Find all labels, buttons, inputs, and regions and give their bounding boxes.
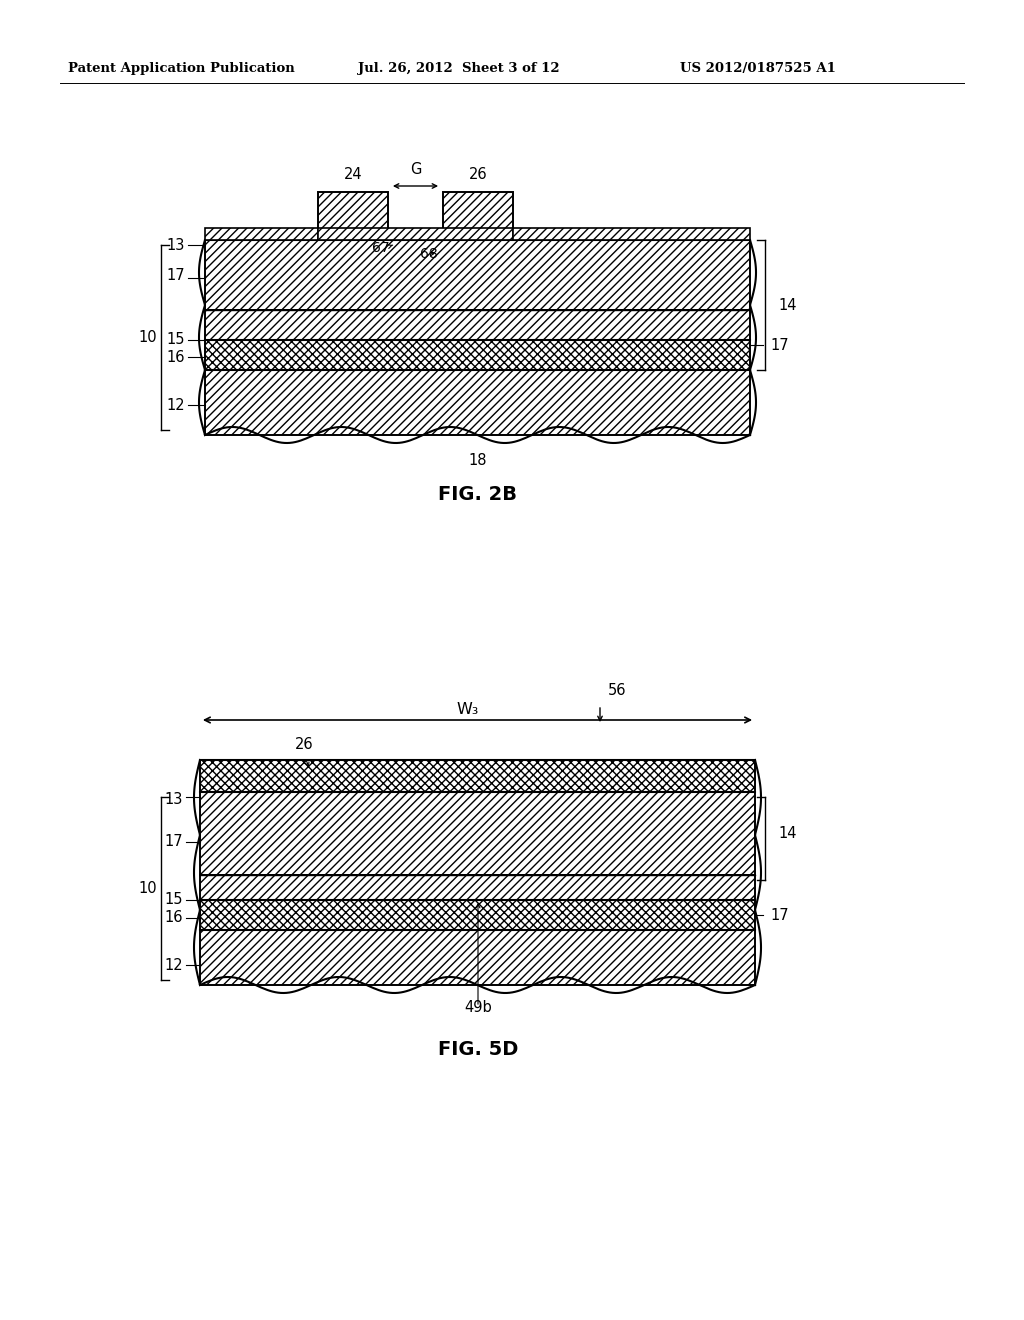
Text: FIG. 2B: FIG. 2B	[438, 484, 517, 504]
Bar	[200, 900, 755, 931]
Bar	[200, 792, 755, 875]
Bar	[205, 341, 750, 370]
Text: 26: 26	[469, 168, 487, 182]
Text: 12: 12	[165, 957, 183, 973]
Bar	[200, 931, 755, 985]
Text: 17: 17	[165, 834, 183, 850]
Bar	[205, 240, 750, 310]
Text: 14: 14	[778, 826, 797, 841]
Text: 26: 26	[295, 737, 313, 752]
Text: 17: 17	[770, 908, 788, 923]
Text: 12: 12	[166, 397, 185, 412]
Bar	[200, 760, 755, 792]
Text: 15: 15	[167, 333, 185, 347]
Bar	[205, 370, 750, 436]
Text: G: G	[410, 162, 421, 177]
Bar	[205, 240, 750, 310]
Text: 13: 13	[165, 792, 183, 808]
Text: 56: 56	[608, 682, 627, 698]
Bar	[200, 900, 755, 931]
Bar	[318, 228, 513, 240]
Bar	[200, 875, 755, 900]
Bar	[205, 370, 750, 436]
Text: 15: 15	[165, 892, 183, 908]
Text: 14: 14	[778, 297, 797, 313]
Text: 10: 10	[138, 330, 158, 345]
Bar	[443, 191, 513, 240]
Text: US 2012/0187525 A1: US 2012/0187525 A1	[680, 62, 836, 75]
Text: Jul. 26, 2012  Sheet 3 of 12: Jul. 26, 2012 Sheet 3 of 12	[358, 62, 560, 75]
Bar	[205, 228, 318, 240]
Text: Patent Application Publication: Patent Application Publication	[68, 62, 295, 75]
Bar	[205, 310, 750, 341]
Bar	[200, 792, 755, 875]
Bar	[205, 341, 750, 370]
Text: 13: 13	[167, 238, 185, 252]
Bar	[200, 931, 755, 985]
Text: 17: 17	[166, 268, 185, 282]
Text: 67: 67	[373, 242, 390, 255]
Text: 24: 24	[344, 168, 362, 182]
Text: 69: 69	[521, 227, 539, 242]
Text: 16: 16	[165, 911, 183, 925]
Text: 17: 17	[770, 338, 788, 352]
Text: 49b: 49b	[464, 1001, 492, 1015]
Bar	[205, 310, 750, 341]
Text: 68: 68	[420, 247, 437, 261]
Bar	[318, 191, 388, 240]
Text: 10: 10	[138, 880, 158, 896]
Text: 18: 18	[469, 453, 487, 469]
Text: W₃: W₃	[457, 702, 478, 717]
Text: 66: 66	[270, 227, 288, 242]
Text: FIG. 5D: FIG. 5D	[438, 1040, 518, 1059]
Text: 16: 16	[167, 350, 185, 364]
Bar	[513, 228, 750, 240]
Bar	[200, 875, 755, 900]
Bar	[200, 760, 755, 792]
